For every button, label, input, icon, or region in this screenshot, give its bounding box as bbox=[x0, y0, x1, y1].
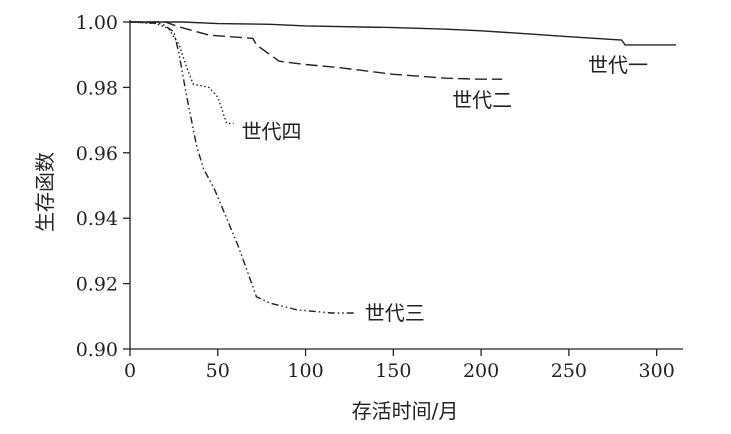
x-tick-label: 250 bbox=[551, 360, 587, 382]
series-label-1: 世代一 bbox=[588, 53, 648, 77]
series-line-3 bbox=[129, 21, 355, 314]
axes: 0.90 0.92 0.94 0.96 0.98 1.00 0 50 100 150 200 250 3… bbox=[76, 12, 683, 382]
x-tick-label: 200 bbox=[463, 360, 499, 382]
x-axis-title: 存活时间/月 bbox=[352, 399, 459, 423]
y-tick-label: 1.00 bbox=[76, 12, 118, 34]
x-tick-label: 100 bbox=[287, 360, 323, 382]
y-tick-label: 0.98 bbox=[76, 77, 118, 99]
series-line-2 bbox=[130, 21, 503, 80]
series-label-4: 世代四 bbox=[242, 119, 302, 143]
y-tick-label: 0.92 bbox=[76, 274, 118, 296]
series-line-1 bbox=[130, 21, 676, 46]
y-tick-label: 0.90 bbox=[76, 339, 118, 361]
series-line-4 bbox=[129, 21, 234, 125]
x-tick-label: 300 bbox=[639, 360, 675, 382]
y-tick-label: 0.96 bbox=[76, 143, 118, 165]
series-label-2: 世代二 bbox=[452, 88, 512, 112]
y-axis-title: 生存函数 bbox=[33, 152, 57, 232]
series-label-3: 世代三 bbox=[365, 301, 425, 325]
x-tick-label: 150 bbox=[375, 360, 411, 382]
x-tick-label: 50 bbox=[206, 360, 230, 382]
series-layer bbox=[129, 21, 676, 314]
y-tick-label: 0.94 bbox=[76, 208, 118, 230]
x-tick-label: 0 bbox=[124, 360, 136, 382]
